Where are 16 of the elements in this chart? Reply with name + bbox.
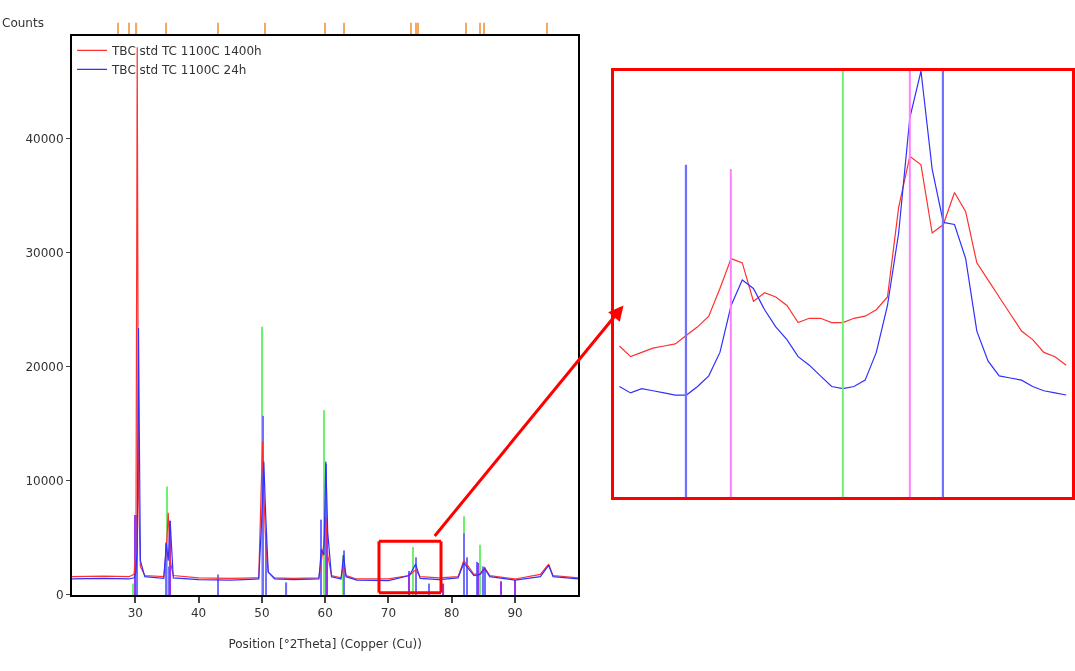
legend-label: TBC std TC 1100C 24h <box>111 63 247 78</box>
y-tick-label: 10000 <box>25 474 64 489</box>
x-axis-title: Position [°2Theta] (Copper (Cu)) <box>228 636 422 651</box>
x-tick-label: 60 <box>317 606 333 621</box>
y-axis-title: Counts <box>2 16 44 30</box>
x-tick-label: 70 <box>380 606 397 621</box>
y-tick-label: 20000 <box>25 359 64 374</box>
y-tick-label: 30000 <box>25 245 64 260</box>
y-tick-label: 0 <box>55 588 64 603</box>
x-tick-label: 80 <box>444 606 460 621</box>
x-tick-label: 50 <box>254 606 270 621</box>
x-tick-label: 30 <box>127 606 143 621</box>
x-tick-label: 40 <box>190 606 207 621</box>
y-tick-label: 40000 <box>25 131 64 146</box>
legend-label: TBC std TC 1100C 1400h <box>111 44 262 59</box>
x-tick-label: 90 <box>507 606 523 621</box>
